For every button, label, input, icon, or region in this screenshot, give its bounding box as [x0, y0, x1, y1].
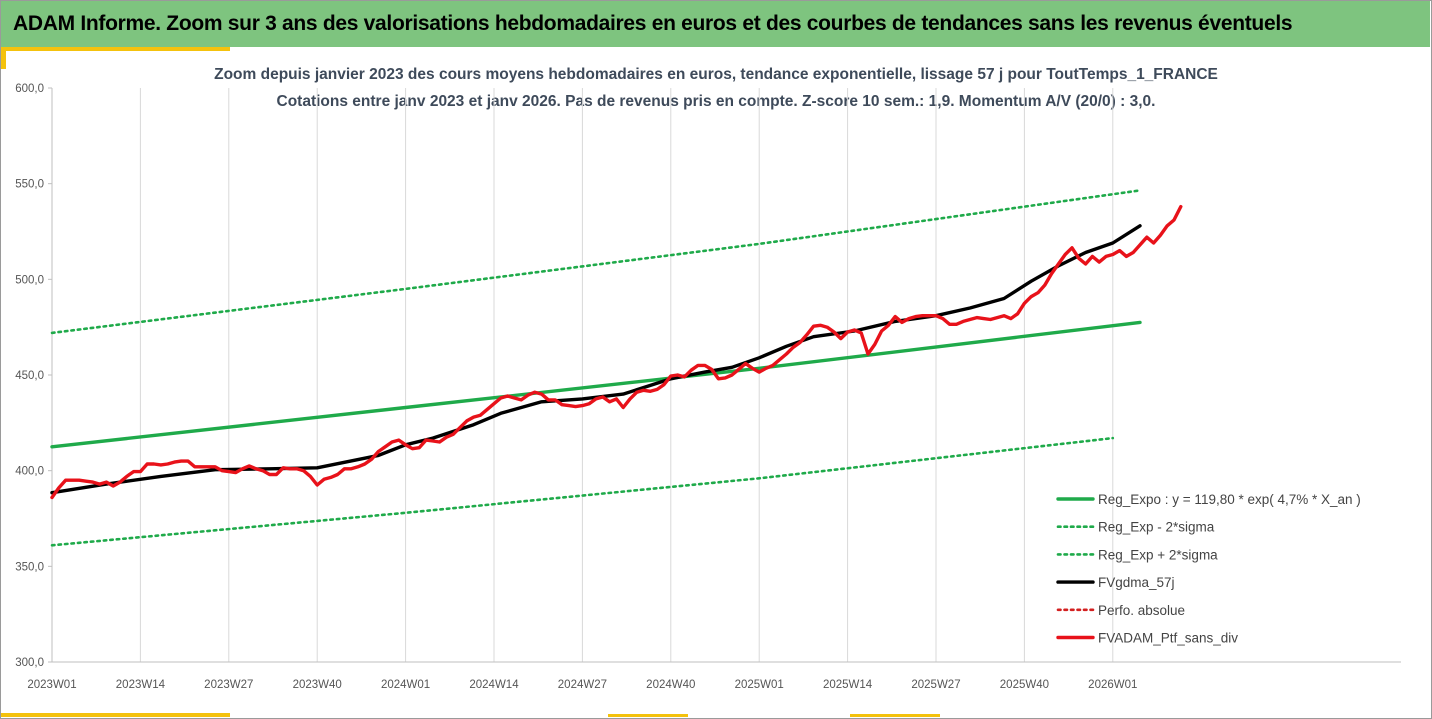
- accent-bar-top-left: [1, 47, 230, 51]
- y-tick-label: 350,0: [15, 561, 44, 573]
- y-tick-label: 450,0: [15, 370, 44, 382]
- legend-entry: Reg_Exp - 2*sigma: [1098, 520, 1215, 535]
- y-tick-label: 550,0: [15, 179, 44, 191]
- x-tick-label: 2025W14: [823, 679, 873, 691]
- x-tick-label: 2023W14: [116, 679, 166, 691]
- page-title: ADAM Informe. Zoom sur 3 ans des valoris…: [13, 12, 1293, 35]
- chart-title-line-1: Zoom depuis janvier 2023 des cours moyen…: [214, 66, 1218, 83]
- legend-entry: Perfo. absolue: [1098, 603, 1185, 618]
- x-tick-label: 2024W14: [469, 679, 519, 691]
- legend-entry: Reg_Expo : y = 119,80 * exp( 4,7% * X_an…: [1098, 492, 1361, 507]
- x-tick-label: 2024W01: [381, 679, 430, 691]
- series-line-5: [50, 204, 1183, 500]
- y-tick-label: 300,0: [15, 657, 44, 669]
- accent-bar-bottom-mid: [608, 714, 688, 717]
- accent-bar-left: [1, 47, 6, 69]
- x-tick-label: 2025W01: [735, 679, 784, 691]
- legend-entry: Reg_Exp + 2*sigma: [1098, 547, 1218, 562]
- x-tick-label: 2023W40: [293, 679, 342, 691]
- x-tick-label: 2025W27: [911, 679, 960, 691]
- x-tick-label: 2024W40: [646, 679, 695, 691]
- x-tick-label: 2025W40: [1000, 679, 1049, 691]
- accent-bar-bottom-right: [850, 714, 940, 717]
- y-tick-label: 500,0: [15, 274, 44, 286]
- series-line-2: [50, 189, 1142, 335]
- header-banner: ADAM Informe. Zoom sur 3 ans des valoris…: [1, 1, 1430, 47]
- legend-entry: FVADAM_Ptf_sans_div: [1098, 631, 1238, 646]
- series-line-1: [50, 436, 1115, 547]
- x-tick-label: 2026W01: [1088, 679, 1137, 691]
- series-line-0: [50, 320, 1142, 449]
- x-tick-label: 2023W01: [27, 679, 76, 691]
- accent-bar-bottom-left: [1, 713, 230, 717]
- y-tick-label: 600,0: [15, 83, 44, 95]
- x-tick-label: 2023W27: [204, 679, 253, 691]
- y-tick-label: 400,0: [15, 466, 44, 478]
- x-tick-label: 2024W27: [558, 679, 607, 691]
- legend-entry: FVgdma_57j: [1098, 575, 1175, 590]
